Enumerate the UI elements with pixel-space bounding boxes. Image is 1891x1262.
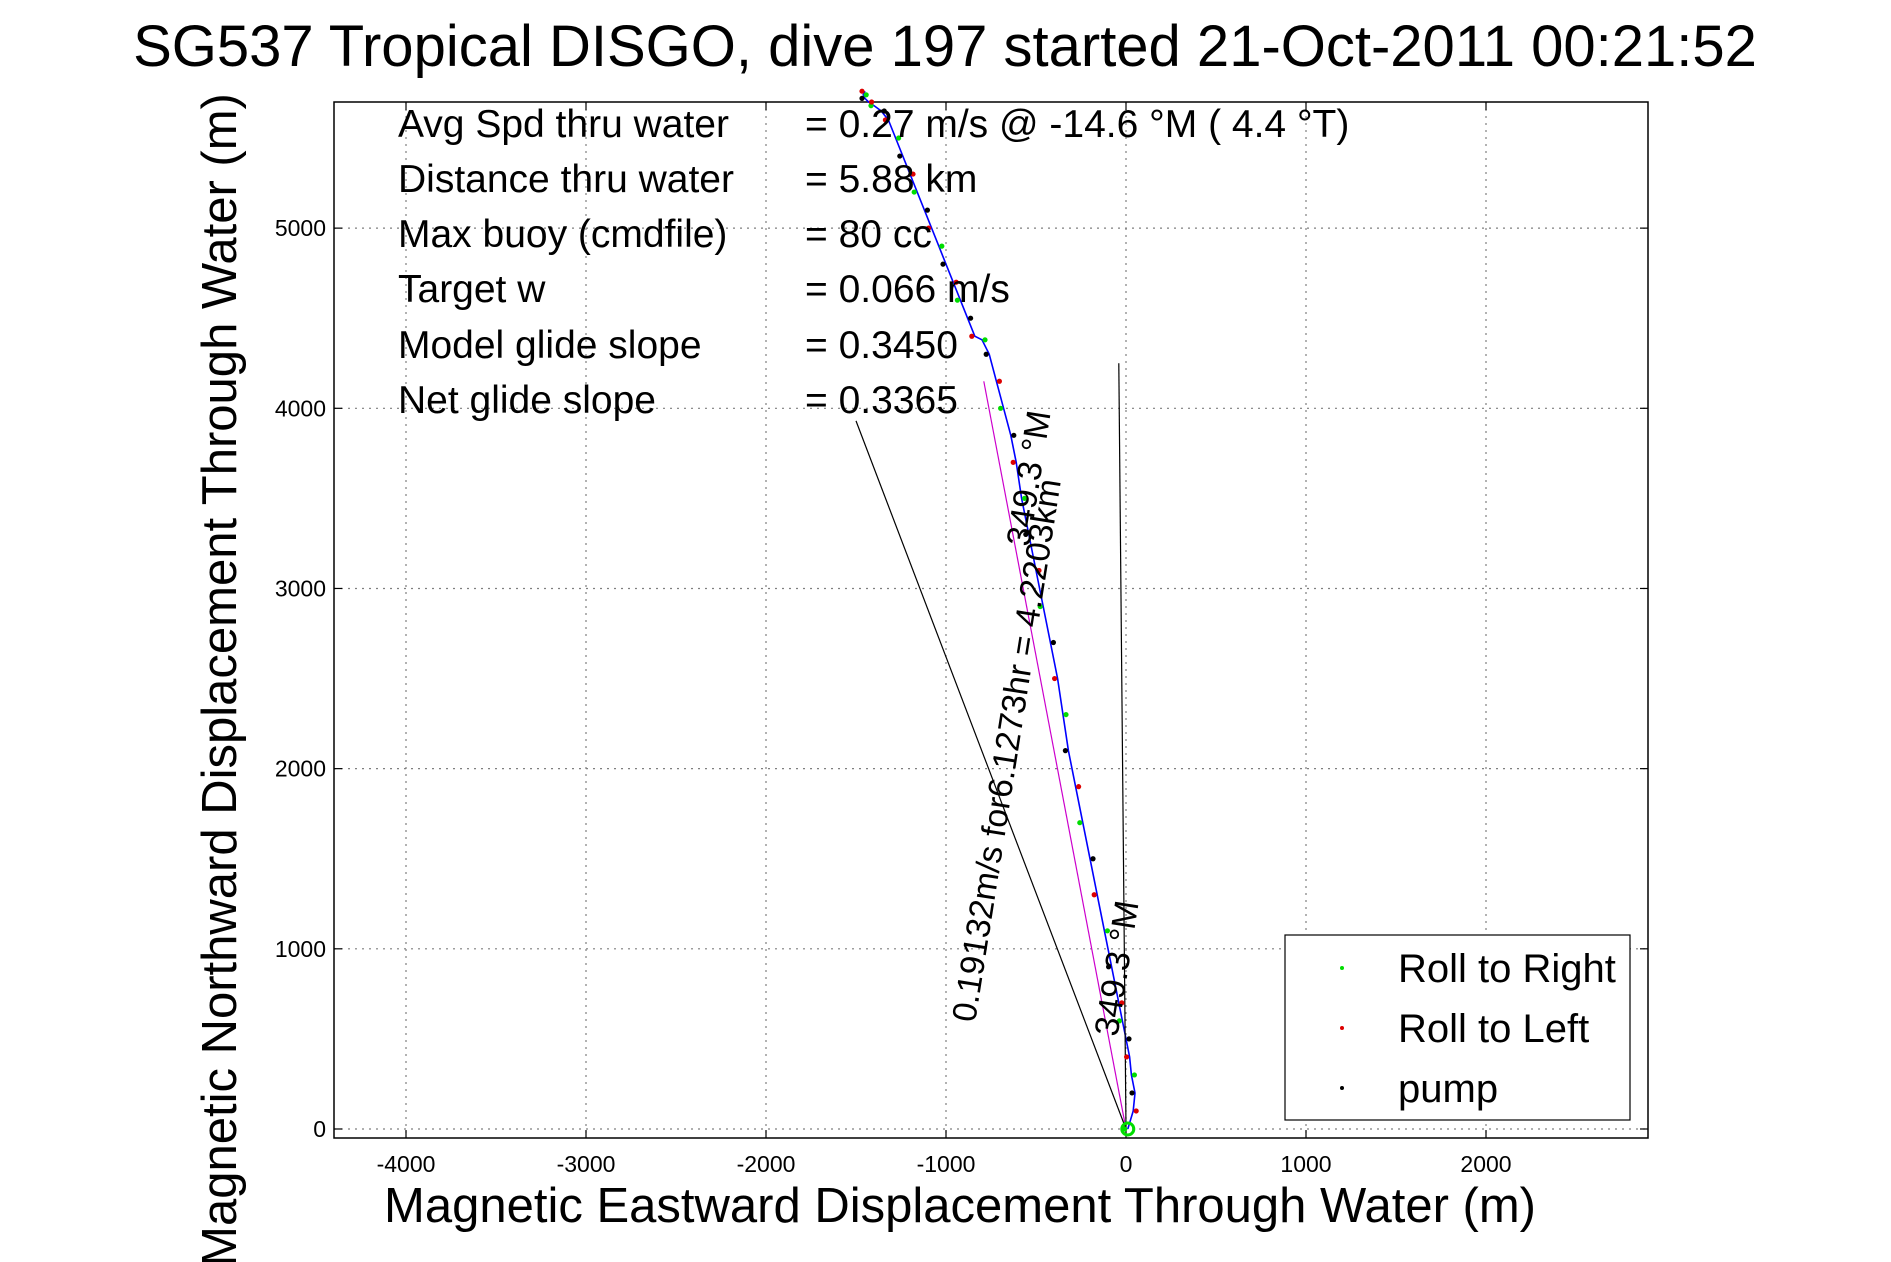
legend-label-roll-left: Roll to Left: [1398, 1007, 1589, 1051]
x-tick-label: 2000: [1460, 1151, 1511, 1177]
y-tick-label: 4000: [275, 395, 326, 421]
track-marker: [926, 225, 932, 231]
start-marker: [1120, 1121, 1136, 1137]
track-marker: [996, 378, 1003, 384]
series-line-2: [855, 420, 1127, 1130]
x-tick-label: -1000: [917, 1151, 976, 1177]
x-tick-label: -4000: [377, 1151, 436, 1177]
track-marker: [1036, 567, 1042, 574]
track-marker: [1133, 1108, 1139, 1114]
track-marker: [910, 171, 916, 177]
markers: [859, 88, 1139, 1137]
legend-label-roll-right: Roll to Right: [1398, 947, 1616, 991]
track-marker: [940, 261, 946, 267]
stat-value-distance: = 5.88 km: [805, 158, 977, 201]
x-tick-label: -2000: [737, 1151, 796, 1177]
legend-marker-roll-left: [1340, 1026, 1344, 1030]
stat-label-target-w: Target w: [398, 268, 546, 311]
x-tick-label: 0: [1120, 1151, 1133, 1177]
track-marker: [897, 153, 903, 159]
track-marker: [968, 315, 974, 321]
stat-value-max-buoy: = 80 cc: [805, 213, 932, 256]
track-marker: [1122, 1126, 1128, 1132]
series-line-3: [1118, 363, 1127, 1130]
track-marker: [939, 243, 945, 249]
track-marker: [1091, 892, 1097, 898]
chart-title: SG537 Tropical DISGO, dive 197 started 2…: [133, 14, 1757, 79]
track-marker: [1077, 820, 1083, 826]
track-marker: [983, 351, 989, 357]
stat-label-avg-speed: Avg Spd thru water: [398, 103, 729, 146]
stat-label-distance: Distance thru water: [398, 158, 734, 201]
stat-value-net-glide: = 0.3365: [805, 379, 958, 422]
track-marker: [869, 99, 875, 105]
legend-label-pump: pump: [1398, 1067, 1498, 1111]
track-marker: [911, 189, 917, 195]
y-tick-label: 2000: [275, 756, 326, 782]
track-marker: [1124, 1054, 1130, 1060]
track-marker: [1052, 675, 1058, 682]
legend-marker-pump: [1340, 1086, 1344, 1090]
track-marker: [1119, 1000, 1125, 1006]
x-axis-label: Magnetic Eastward Displacement Through W…: [384, 1179, 1536, 1233]
track-marker: [881, 108, 887, 114]
track-marker: [969, 333, 975, 339]
series-line-0: [862, 90, 1136, 1130]
track-marker: [859, 95, 865, 101]
y-tick-label: 1000: [275, 936, 326, 962]
track-marker: [1011, 432, 1017, 438]
stat-value-model-glide: = 0.3450: [805, 324, 958, 367]
track-marker: [882, 117, 889, 123]
track-marker: [1106, 964, 1112, 970]
track-marker: [954, 297, 961, 303]
track-marker: [998, 405, 1004, 411]
track-marker: [859, 88, 865, 94]
y-axis-ticks: 0 1000 2000 3000 4000 5000: [275, 215, 1648, 1142]
track-marker: [1116, 1018, 1122, 1024]
stat-label-model-glide: Model glide slope: [398, 324, 702, 367]
track-marker: [1050, 639, 1056, 646]
track-marker: [1076, 784, 1082, 790]
stat-value-target-w: = 0.066 m/s: [805, 268, 1010, 311]
legend-marker-roll-right: [1340, 966, 1344, 970]
track-marker: [863, 92, 869, 98]
y-tick-label: 3000: [275, 575, 326, 601]
legend: Roll to Right Roll to Left pump: [1284, 934, 1631, 1121]
track-marker: [1129, 1090, 1135, 1096]
series-line-1: [983, 381, 1127, 1130]
y-tick-label: 0: [313, 1116, 326, 1142]
y-tick-label: 5000: [275, 215, 326, 241]
track-marker: [953, 279, 959, 285]
x-tick-label: 1000: [1280, 1151, 1331, 1177]
plot-area: [333, 101, 1649, 1139]
track-marker: [982, 337, 988, 343]
track-marker: [1090, 856, 1096, 862]
track-marker: [924, 207, 931, 213]
track-marker: [1126, 1036, 1132, 1042]
x-axis-ticks: -4000 -3000 -2000 -1000 0 1000 2000: [377, 102, 1512, 1177]
track-marker: [1023, 531, 1029, 538]
stat-label-net-glide: Net glide slope: [398, 379, 656, 422]
track-marker: [1104, 928, 1110, 934]
track-marker: [1062, 748, 1068, 754]
grid: [334, 102, 1648, 1138]
y-axis-label: Magnetic Northward Displacement Through …: [193, 93, 247, 1262]
track-marker: [1063, 711, 1069, 718]
track-marker: [1022, 495, 1028, 501]
track-marker: [1010, 459, 1016, 465]
stat-value-avg-speed: = 0.27 m/s @ -14.6 °M ( 4.4 °T): [805, 103, 1349, 146]
track-marker: [896, 135, 902, 141]
stat-label-max-buoy: Max buoy (cmdfile): [398, 213, 727, 256]
x-tick-label: -3000: [557, 1151, 616, 1177]
stats-block: Avg Spd thru water = 0.27 m/s @ -14.6 °M…: [398, 103, 1349, 422]
track-marker: [1131, 1072, 1137, 1078]
series: [855, 90, 1136, 1130]
track-marker: [1037, 603, 1043, 610]
